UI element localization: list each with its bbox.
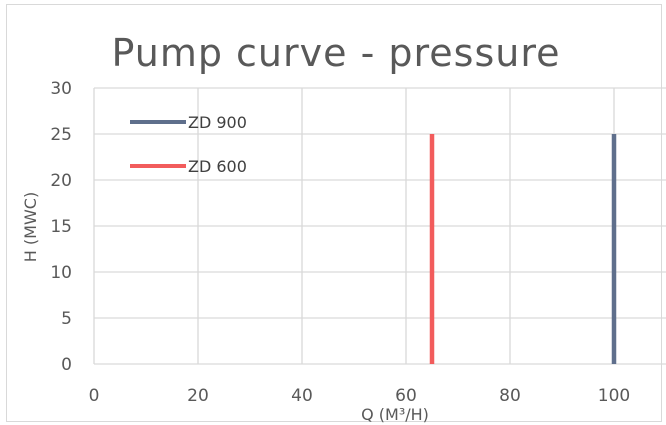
grid-layer [93,87,666,365]
y-tick-label: 20 [50,171,72,191]
x-tick-label: 100 [598,386,630,406]
x-tick-label: 60 [395,386,417,406]
x-tick-label: 80 [499,386,521,406]
y-tick-label: 30 [50,79,72,99]
y-tick-label: 0 [61,355,72,375]
y-tick-label: 25 [50,125,72,145]
legend: ZD 900 ZD 600 [130,113,247,176]
y-tick-label: 5 [61,309,72,329]
ticks-layer: 0 5 10 15 20 25 30 0 20 40 60 80 100 [50,79,630,406]
y-axis-label: H (MWC) [21,192,40,262]
x-tick-label: 40 [291,386,313,406]
x-axis-label: Q (M³/H) [361,405,429,424]
x-tick-label: 20 [187,386,209,406]
x-tick-label: 0 [89,386,100,406]
chart-frame [6,4,662,422]
legend-label-zd-900: ZD 900 [188,113,247,132]
legend-label-zd-600: ZD 600 [188,157,247,176]
y-tick-label: 15 [50,217,72,237]
chart-title: Pump curve - pressure [111,31,560,75]
series-layer [429,134,617,364]
y-tick-label: 10 [50,263,72,283]
